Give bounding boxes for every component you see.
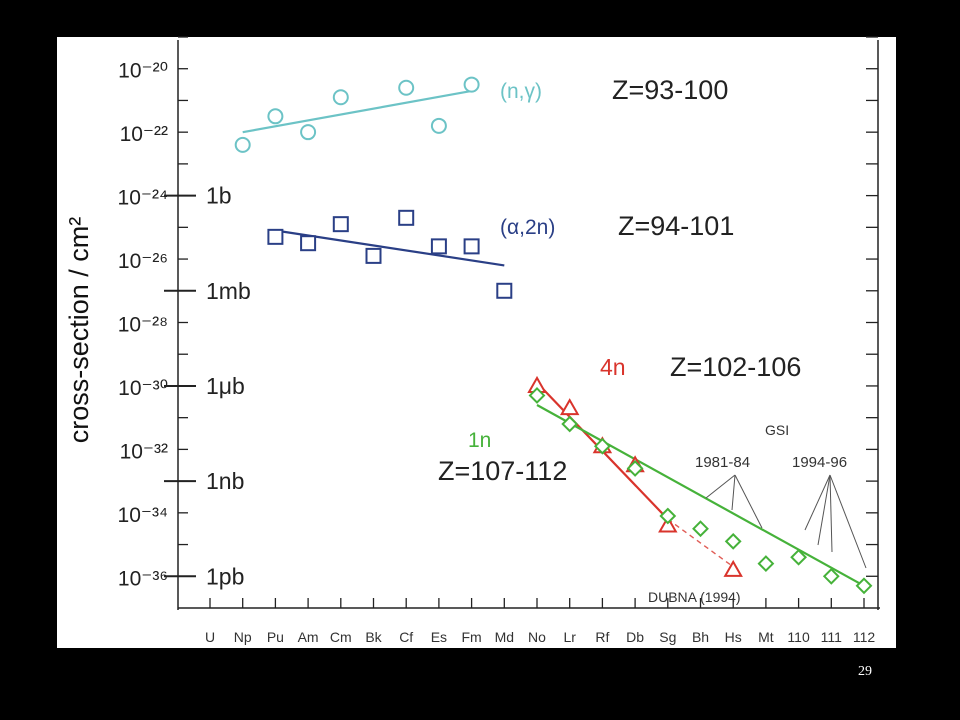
data-point [267,228,284,245]
annotation-pointer [731,474,736,511]
x-tick-label: Np [234,629,252,645]
annotations: GSI 1981-84 1994-96 DUBNA (1994) [648,422,867,605]
data-point [561,415,579,433]
annotation-pointer [804,474,831,531]
x-tick-label: Db [626,629,644,645]
y-tick-label: 10⁻³⁴ [118,504,168,527]
data-point [398,209,415,226]
y-tick-label: 10⁻³⁰ [118,377,168,400]
data-point [463,238,480,255]
data-point [723,559,743,577]
plot-panel [57,37,896,648]
data-point [822,567,840,585]
y-tick-label: 10⁻³⁶ [118,567,168,590]
data-point [234,136,251,153]
series-range: Z=102-106 [670,352,801,382]
data-point [659,507,677,525]
y-tick-label: 10⁻²⁰ [118,60,168,83]
data-point [757,555,775,573]
y-axis-ticks: 10⁻²⁰ 10⁻²² 10⁻²⁴ 10⁻²⁶ 10⁻²⁸ 10⁻³⁰ 10⁻³² 10⁻³⁴… [118,36,878,590]
annotation-label: GSI [765,422,789,438]
data-point [559,398,580,416]
data-point [300,124,317,141]
data-point [463,76,480,93]
unit-label: 1b [206,183,232,209]
unit-label: 1μb [206,373,245,399]
x-tick-label: Cm [330,629,352,645]
series-labels: (n,γ) Z=93-100 (α,2n) Z=94-101 4n Z=102-106 1n… [438,75,801,486]
data-point [658,515,678,533]
data-point [626,460,644,477]
series-name: 1n [468,429,491,452]
y-tick-label: 10⁻³² [120,440,168,463]
series-name: (n,γ) [500,80,542,103]
data-point [267,108,284,125]
trend-line [242,89,472,134]
unit-labels: 1b 1mb 1μb 1nb 1pb [164,183,251,589]
data-point [332,89,349,106]
data-point [430,117,447,134]
x-tick-label: Cf [399,629,413,645]
x-tick-label: 111 [821,629,842,645]
x-tick-label: Fm [461,629,481,645]
plot-frame [177,40,880,610]
annotation-pointer [829,474,867,569]
x-tick-label: Md [495,629,514,645]
x-tick-label: U [205,629,215,645]
series-range: Z=93-100 [612,75,728,105]
data-point [332,216,349,233]
unit-label: 1pb [206,563,244,589]
data-point [398,79,415,96]
data-points [234,76,873,595]
x-tick-label: Lr [563,629,576,645]
trend-line [536,404,865,587]
x-tick-label: No [528,629,546,645]
data-point [855,577,873,595]
annotation-pointer [705,474,736,499]
x-tick-label: 110 [787,629,810,645]
data-point [724,532,742,550]
x-axis-ticks: U Np Pu Am Cm Bk Cf Es Fm Md No Lr Rf Db Sg Bh Hs Mt 110 11… [205,598,875,645]
y-tick-label: 10⁻²⁶ [118,250,168,273]
x-tick-label: Sg [659,629,676,645]
y-tick-label: 10⁻²² [120,123,168,146]
data-point [365,247,382,264]
extrapolation-line [667,518,734,568]
x-tick-label: Es [431,629,447,645]
y-tick-label: 10⁻²⁴ [118,187,168,210]
slide-page-number: 29 [858,664,872,679]
data-point [593,437,611,455]
data-point [300,235,317,252]
series-name: (α,2n) [500,216,555,239]
data-point [528,387,546,404]
y-tick-label: 10⁻²⁸ [118,314,168,337]
series-name: 4n [600,354,626,380]
unit-label: 1nb [206,468,244,494]
x-tick-label: Bk [365,629,382,645]
data-point [790,548,808,566]
data-point [692,520,709,538]
x-tick-label: Mt [758,629,774,645]
x-tick-label: Rf [595,629,609,645]
unit-label: 1mb [206,278,251,304]
series-range: Z=107-112 [438,456,567,486]
annotation-pointer [734,474,763,529]
annotation-label: 1994-96 [792,454,847,471]
x-tick-label: Am [298,629,319,645]
x-tick-label: Hs [725,629,742,645]
series-range: Z=94-101 [618,211,734,241]
annotation-label: DUBNA (1994) [648,589,741,605]
x-tick-label: 112 [853,629,876,645]
annotation-pointer [829,474,833,553]
data-point [430,238,447,255]
y-axis-label: cross-section / cm² [64,217,94,444]
x-tick-label: Pu [267,629,284,645]
annotation-label: 1981-84 [695,454,750,471]
annotation-pointer [817,474,831,546]
x-tick-label: Bh [692,629,709,645]
data-point [496,282,513,299]
